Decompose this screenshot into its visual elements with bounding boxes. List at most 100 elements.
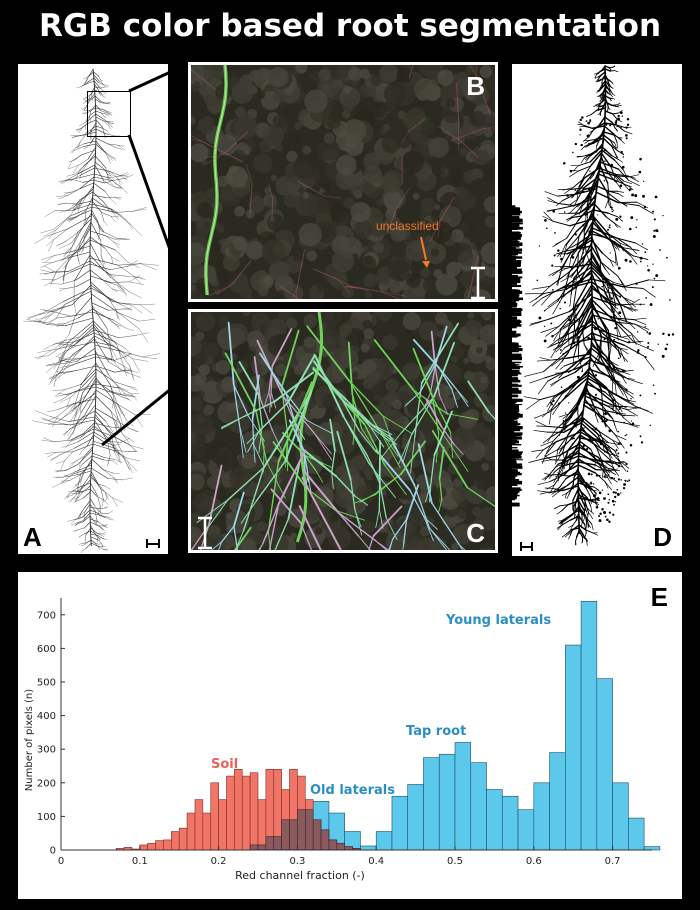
overlap-bar-25 <box>312 819 322 851</box>
soil-bar-13 <box>218 799 227 851</box>
y-tick-label-5: 500 <box>37 678 56 689</box>
binary-root-image <box>512 65 675 546</box>
root-bar-14 <box>470 762 487 851</box>
root-bar-23 <box>612 782 629 851</box>
y-tick-label-1: 100 <box>37 812 56 823</box>
overlap-bar-24 <box>304 809 314 851</box>
root-bar-12 <box>438 753 456 851</box>
root-bar-15 <box>486 789 503 851</box>
panel-a-root-skeleton: A <box>18 64 168 554</box>
root-bar-7 <box>360 845 377 851</box>
y-axis-label: Number of pixels (n) <box>24 689 35 791</box>
y-tick-label-3: 300 <box>37 745 56 756</box>
root-bar-20 <box>565 644 582 851</box>
overlap-bar-27 <box>328 839 338 851</box>
soil-bar-10 <box>194 799 204 851</box>
soil-bar-11 <box>202 812 212 851</box>
root-bar-18 <box>533 782 550 851</box>
soil-bar-14 <box>226 775 235 851</box>
x-tick-label-0: 0 <box>58 856 64 867</box>
panel-d-label: D <box>653 522 672 552</box>
root-bar-8 <box>375 831 393 851</box>
scale-bar-d-end-right <box>531 542 533 551</box>
root-bar-19 <box>549 752 566 851</box>
panel-a-label: A <box>23 522 42 552</box>
y-tick-label-0: 0 <box>50 846 56 857</box>
root-bar-10 <box>407 784 424 851</box>
annotation-tap-root: Tap root <box>406 724 466 739</box>
scale-bar-a-end-right <box>158 539 160 548</box>
overlap-bar-22 <box>289 819 298 851</box>
root-bar-17 <box>517 809 535 851</box>
overlap-bar-18 <box>257 844 267 851</box>
soil-bar-5 <box>155 840 164 851</box>
overlap-bar-20 <box>273 836 282 851</box>
overlap-bar-23 <box>297 809 306 851</box>
x-tick-label-7: 0.7 <box>605 856 621 867</box>
scale-bar-d <box>520 546 533 548</box>
soil-bar-6 <box>163 839 172 851</box>
scale-bar-d-end-left <box>520 542 522 551</box>
annotation-young-laterals: Young laterals <box>445 613 551 628</box>
overlap-bar-19 <box>265 836 275 851</box>
panel-e-label: E <box>650 582 668 612</box>
soil-bar-17 <box>249 772 259 851</box>
unclassified-arrow <box>420 236 430 268</box>
overlap-bar-17 <box>249 844 259 851</box>
scale-bar-a <box>146 543 160 545</box>
soil-bar-16 <box>241 775 251 851</box>
panel-c-label: C <box>466 518 485 548</box>
overlap-bars <box>249 809 361 851</box>
root-bar-22 <box>596 678 613 851</box>
soil-bar-8 <box>178 827 188 851</box>
soil-bar-3 <box>139 844 148 851</box>
soil-bar-4 <box>147 842 156 851</box>
soil-bar-12 <box>210 782 219 851</box>
scale-bar-c <box>198 516 212 550</box>
overlap-bar-21 <box>281 819 290 851</box>
panel-d-binary-segmentation: D <box>512 64 682 556</box>
x-tick-label-6: 0.6 <box>526 856 542 867</box>
overlap-bar-28 <box>336 842 345 851</box>
y-tick-label-6: 600 <box>37 644 56 655</box>
panel-c-zoom-image: C <box>188 309 498 553</box>
x-tick-label-5: 0.5 <box>447 856 463 867</box>
soil-bar-18 <box>257 799 267 851</box>
y-tick-label-2: 200 <box>37 778 56 789</box>
y-tick-label-7: 700 <box>37 610 56 621</box>
scale-bar-a-end-left <box>146 539 148 548</box>
root-bar-16 <box>501 795 519 851</box>
y-tick-label-4: 400 <box>37 711 56 722</box>
x-tick-label-4: 0.4 <box>368 856 384 867</box>
root-skeleton-image <box>23 68 161 554</box>
root-bar-11 <box>423 757 440 851</box>
root-bars <box>249 601 661 851</box>
zoom-box <box>87 91 131 137</box>
x-axis-label: Red channel fraction (-) <box>235 869 365 882</box>
overlap-bar-26 <box>320 829 330 851</box>
soil-image-c <box>191 312 495 550</box>
soil-bar-15 <box>234 769 243 851</box>
overlap-bar-29 <box>344 846 353 851</box>
soil-image-b <box>191 65 495 299</box>
root-bar-24 <box>628 817 645 851</box>
soil-bar-9 <box>186 812 196 851</box>
x-tick-label-3: 0.3 <box>289 856 305 867</box>
soil-bar-7 <box>171 831 180 851</box>
x-tick-label-1: 0.1 <box>132 856 148 867</box>
annotation-old-laterals: Old laterals <box>310 783 395 798</box>
panel-e-histogram: 0 0.1 0.2 0.3 0.4 0.5 0.6 0.7 0 100 200 300 400 500 60… <box>18 572 682 899</box>
scale-bar-b <box>471 266 485 299</box>
unclassified-label: unclassified <box>376 219 439 233</box>
root-bar-21 <box>580 601 598 851</box>
panel-b-zoom-image: B unclassified <box>188 62 498 302</box>
x-tick-label-2: 0.2 <box>211 856 227 867</box>
annotation-soil: Soil <box>211 757 238 772</box>
histogram-chart: 0 0.1 0.2 0.3 0.4 0.5 0.6 0.7 0 100 200 300 400 500 60… <box>24 598 661 882</box>
figure-title: RGB color based root segmentation <box>38 8 662 44</box>
panel-b-label: B <box>466 71 485 101</box>
root-bar-13 <box>454 742 472 851</box>
root-bar-25 <box>643 846 661 851</box>
root-bar-9 <box>391 795 409 851</box>
chart-axes: 0 0.1 0.2 0.3 0.4 0.5 0.6 0.7 0 100 200 300 400 500 60… <box>37 598 652 867</box>
